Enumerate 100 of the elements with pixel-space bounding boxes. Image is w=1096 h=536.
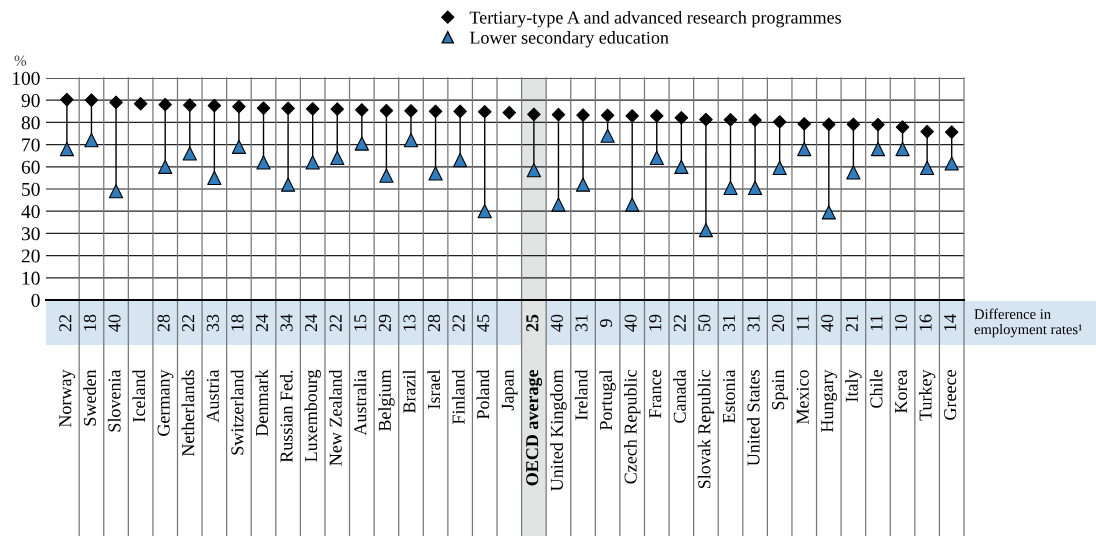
point (600, 128, 615, 143)
point (182, 146, 197, 161)
point (379, 103, 394, 118)
y-tick-label: 40 (21, 205, 40, 219)
text: 24 (255, 314, 268, 332)
point (330, 150, 345, 166)
point (133, 96, 148, 111)
text: 31 (575, 315, 588, 332)
text: 28 (157, 314, 170, 332)
point (330, 102, 345, 116)
y-tick-label: 60 (21, 160, 40, 174)
point (60, 92, 74, 107)
point (379, 168, 394, 183)
x-tick-label: Australia (353, 369, 367, 436)
point (84, 133, 99, 148)
text: Difference in employment rates¹ (974, 308, 1082, 338)
x-tick-label: Brazil (402, 369, 416, 414)
text: 16 (919, 314, 932, 331)
point (822, 117, 836, 132)
y-tick-label: 20 (21, 249, 40, 263)
point (59, 141, 75, 157)
y-tick-label: 70 (22, 138, 40, 152)
y-axis-title: % (14, 55, 27, 66)
text: 11 (796, 315, 809, 331)
point (109, 95, 123, 110)
x-tick-label: Sweden (83, 369, 96, 426)
x-tick-label: Korea (895, 369, 908, 414)
legend-label: Tertiary-type A and advanced research programmes (469, 10, 841, 28)
point (428, 166, 443, 181)
x-tick-label: Spain (772, 369, 788, 410)
text: 29 (378, 314, 391, 332)
point (183, 98, 197, 112)
text: 18 (83, 314, 96, 331)
y-tick-label: 0 (31, 293, 40, 307)
text: 45 (477, 314, 490, 332)
point (649, 150, 664, 166)
point (870, 141, 886, 157)
point (920, 124, 934, 139)
point (526, 162, 542, 178)
point (305, 102, 320, 116)
x-tick-label: Estonia (722, 369, 736, 424)
point (600, 108, 615, 123)
text: 22 (452, 314, 465, 332)
x-tick-label: Hungary (821, 369, 838, 433)
point (428, 104, 443, 119)
legend-label: Lower secondary education (469, 31, 669, 48)
x-tick-label: Czech Republic (624, 370, 641, 484)
text: 50 (698, 314, 711, 331)
x-tick-label: United States (746, 370, 760, 466)
point (944, 125, 959, 139)
point (895, 141, 910, 157)
x-tick-label: Israel (427, 369, 441, 409)
point (256, 155, 271, 170)
y-tick-label: 30 (21, 227, 40, 241)
x-tick-label: Denmark (255, 369, 269, 437)
point (699, 112, 713, 127)
point (477, 204, 492, 219)
point (207, 170, 222, 186)
point (158, 97, 172, 112)
point (871, 117, 885, 132)
point (108, 184, 124, 199)
x-tick-label: Turkey (918, 369, 936, 421)
y-tick-label: 80 (21, 116, 40, 130)
point (797, 117, 812, 131)
point (650, 109, 664, 123)
text: 40 (624, 314, 637, 332)
text: 13 (403, 314, 416, 331)
text: 22 (59, 314, 72, 332)
x-tick-label: Slovenia (107, 369, 121, 432)
point (231, 139, 247, 154)
x-tick-label: Netherlands (181, 370, 195, 457)
text: 31 (747, 315, 760, 332)
text: 9 (600, 319, 613, 327)
point (354, 136, 369, 151)
x-tick-label: Mexico (796, 370, 809, 425)
x-tick-label: Russian Fed. (279, 370, 293, 463)
point (698, 222, 714, 238)
text: 10 (894, 314, 908, 331)
x-tick-label: Poland (476, 369, 490, 420)
point (551, 107, 566, 122)
y-tick-label: 50 (22, 182, 40, 196)
x-tick-label: Germany (157, 369, 174, 436)
point (772, 115, 787, 129)
point (944, 156, 959, 171)
point (477, 104, 492, 119)
point (846, 165, 861, 180)
text: 18 (231, 314, 244, 331)
x-tick-label: Norway (59, 369, 76, 428)
x-tick-label: Canada (673, 369, 686, 423)
y-tick-label: 90 (21, 94, 40, 108)
y-tick-label: 10 (22, 271, 40, 285)
y-tick-label: 100 (12, 71, 40, 85)
point (723, 112, 738, 127)
text: 22 (182, 314, 195, 332)
point (158, 159, 173, 174)
point (232, 99, 246, 114)
point (576, 108, 590, 122)
text: 40 (821, 314, 834, 332)
text: 34 (280, 314, 293, 332)
point (453, 152, 468, 168)
